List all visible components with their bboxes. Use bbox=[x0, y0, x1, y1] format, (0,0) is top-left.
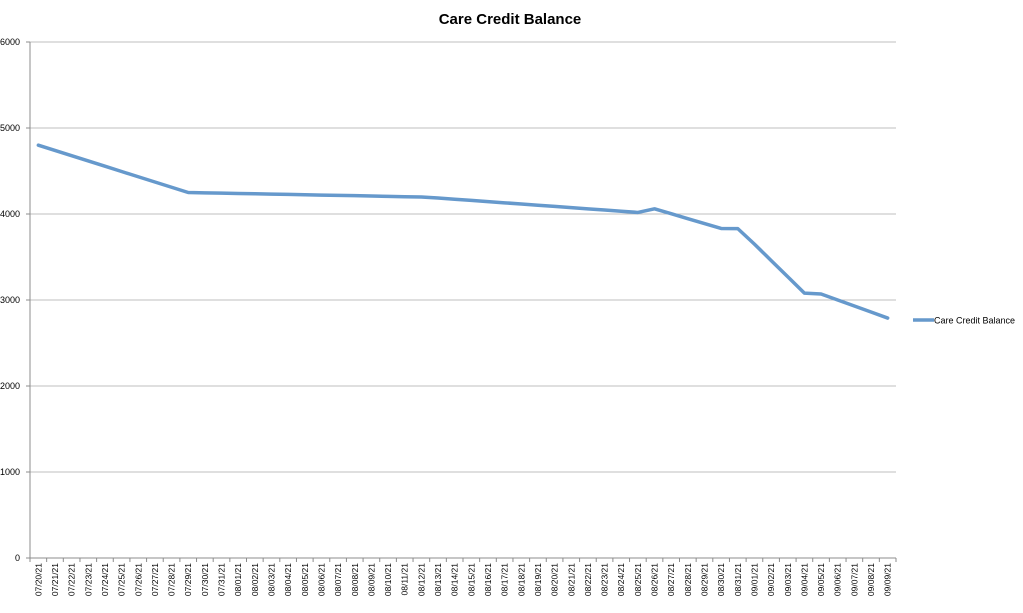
y-tick-label: 1000 bbox=[0, 467, 20, 477]
legend: Care Credit Balance bbox=[913, 316, 1015, 326]
series-line-0 bbox=[36, 143, 890, 320]
x-tick-label: 07/25/21 bbox=[117, 563, 127, 596]
legend-label: Care Credit Balance bbox=[934, 316, 1015, 326]
x-tick-label: 08/29/21 bbox=[699, 563, 709, 596]
x-tick-label: 09/04/21 bbox=[799, 563, 809, 596]
x-tick-label: 08/28/21 bbox=[683, 563, 693, 596]
y-tick-label: 6000 bbox=[0, 37, 20, 47]
x-tick-label: 07/27/21 bbox=[150, 563, 160, 596]
x-tick-label: 07/29/21 bbox=[183, 563, 193, 596]
x-tick-label: 07/22/21 bbox=[67, 563, 77, 596]
x-tick-label: 08/02/21 bbox=[250, 563, 260, 596]
x-tick-label: 09/01/21 bbox=[749, 563, 759, 596]
axes bbox=[26, 41, 897, 562]
x-tick-label: 08/01/21 bbox=[233, 563, 243, 596]
x-tick-label: 08/10/21 bbox=[383, 563, 393, 596]
x-tick-label: 07/28/21 bbox=[167, 563, 177, 596]
x-tick-label: 08/31/21 bbox=[733, 563, 743, 596]
chart-title: Care Credit Balance bbox=[439, 11, 582, 28]
x-tick-label: 07/26/21 bbox=[133, 563, 143, 596]
x-tick-label: 08/03/21 bbox=[266, 563, 276, 596]
x-tick-label: 09/08/21 bbox=[866, 563, 876, 596]
x-tick-label: 07/21/21 bbox=[50, 563, 60, 596]
y-tick-label: 2000 bbox=[0, 381, 20, 391]
y-tick-label: 3000 bbox=[0, 295, 20, 305]
x-tick-label: 08/12/21 bbox=[416, 563, 426, 596]
x-axis-ticks: 07/20/21 07/21/21 07/22/21 07/23/21 07/24/21… bbox=[33, 563, 892, 596]
x-tick-label: 08/14/21 bbox=[450, 563, 460, 596]
x-tick-label: 08/27/21 bbox=[666, 563, 676, 596]
x-tick-label: 08/06/21 bbox=[316, 563, 326, 596]
x-tick-label: 08/25/21 bbox=[633, 563, 643, 596]
x-tick-label: 08/26/21 bbox=[650, 563, 660, 596]
x-tick-label: 09/07/21 bbox=[849, 563, 859, 596]
x-tick-label: 08/09/21 bbox=[366, 563, 376, 596]
x-tick-label: 08/23/21 bbox=[600, 563, 610, 596]
y-axis-ticks: 0 1000 2000 3000 4000 5000 6000 bbox=[0, 37, 20, 563]
x-tick-label: 08/21/21 bbox=[566, 563, 576, 596]
x-tick-label: 08/08/21 bbox=[350, 563, 360, 596]
gridlines bbox=[30, 41, 896, 473]
x-tick-label: 07/20/21 bbox=[33, 563, 43, 596]
series-lines bbox=[36, 143, 890, 320]
x-tick-label: 08/05/21 bbox=[300, 563, 310, 596]
x-tick-label: 08/20/21 bbox=[550, 563, 560, 596]
x-tick-label: 08/11/21 bbox=[400, 563, 410, 596]
y-tick-label: 5000 bbox=[0, 123, 20, 133]
x-tick-label: 09/02/21 bbox=[766, 563, 776, 596]
x-tick-label: 07/23/21 bbox=[83, 563, 93, 596]
x-tick-label: 09/09/21 bbox=[883, 563, 893, 596]
x-tick-label: 08/04/21 bbox=[283, 563, 293, 596]
x-tick-label: 09/05/21 bbox=[816, 563, 826, 596]
y-tick-label: 0 bbox=[15, 553, 20, 563]
x-tick-label: 08/18/21 bbox=[516, 563, 526, 596]
x-tick-label: 09/03/21 bbox=[783, 563, 793, 596]
x-tick-label: 08/15/21 bbox=[466, 563, 476, 596]
x-tick-label: 09/06/21 bbox=[833, 563, 843, 596]
x-tick-label: 08/16/21 bbox=[483, 563, 493, 596]
x-tick-label: 08/19/21 bbox=[533, 563, 543, 596]
x-tick-label: 08/22/21 bbox=[583, 563, 593, 596]
x-tick-label: 07/31/21 bbox=[217, 563, 227, 596]
x-tick-label: 07/30/21 bbox=[200, 563, 210, 596]
x-tick-label: 08/17/21 bbox=[500, 563, 510, 596]
y-tick-label: 4000 bbox=[0, 209, 20, 219]
x-tick-label: 07/24/21 bbox=[100, 563, 110, 596]
x-tick-label: 08/24/21 bbox=[616, 563, 626, 596]
x-tick-label: 08/30/21 bbox=[716, 563, 726, 596]
x-tick-label: 08/07/21 bbox=[333, 563, 343, 596]
x-tick-label: 08/13/21 bbox=[433, 563, 443, 596]
